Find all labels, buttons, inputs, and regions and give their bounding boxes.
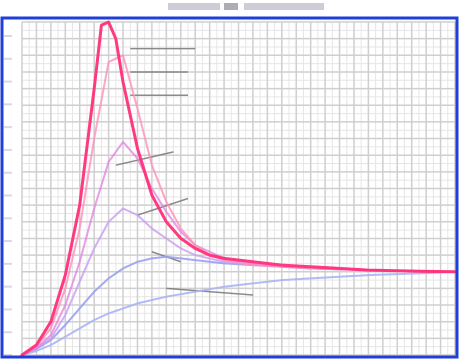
title-smudge-block-2 [244, 3, 324, 10]
series-line-5 [21, 270, 456, 356]
title-smudge-block-1 [224, 3, 238, 10]
annotation-leader-6 [166, 287, 253, 296]
title-smudge [168, 3, 324, 10]
title-smudge-block-0 [168, 3, 220, 10]
annotation-leader-3 [115, 151, 174, 166]
series-line-0 [20, 20, 457, 357]
series-line-1 [21, 54, 456, 356]
chart-frame [0, 16, 459, 359]
